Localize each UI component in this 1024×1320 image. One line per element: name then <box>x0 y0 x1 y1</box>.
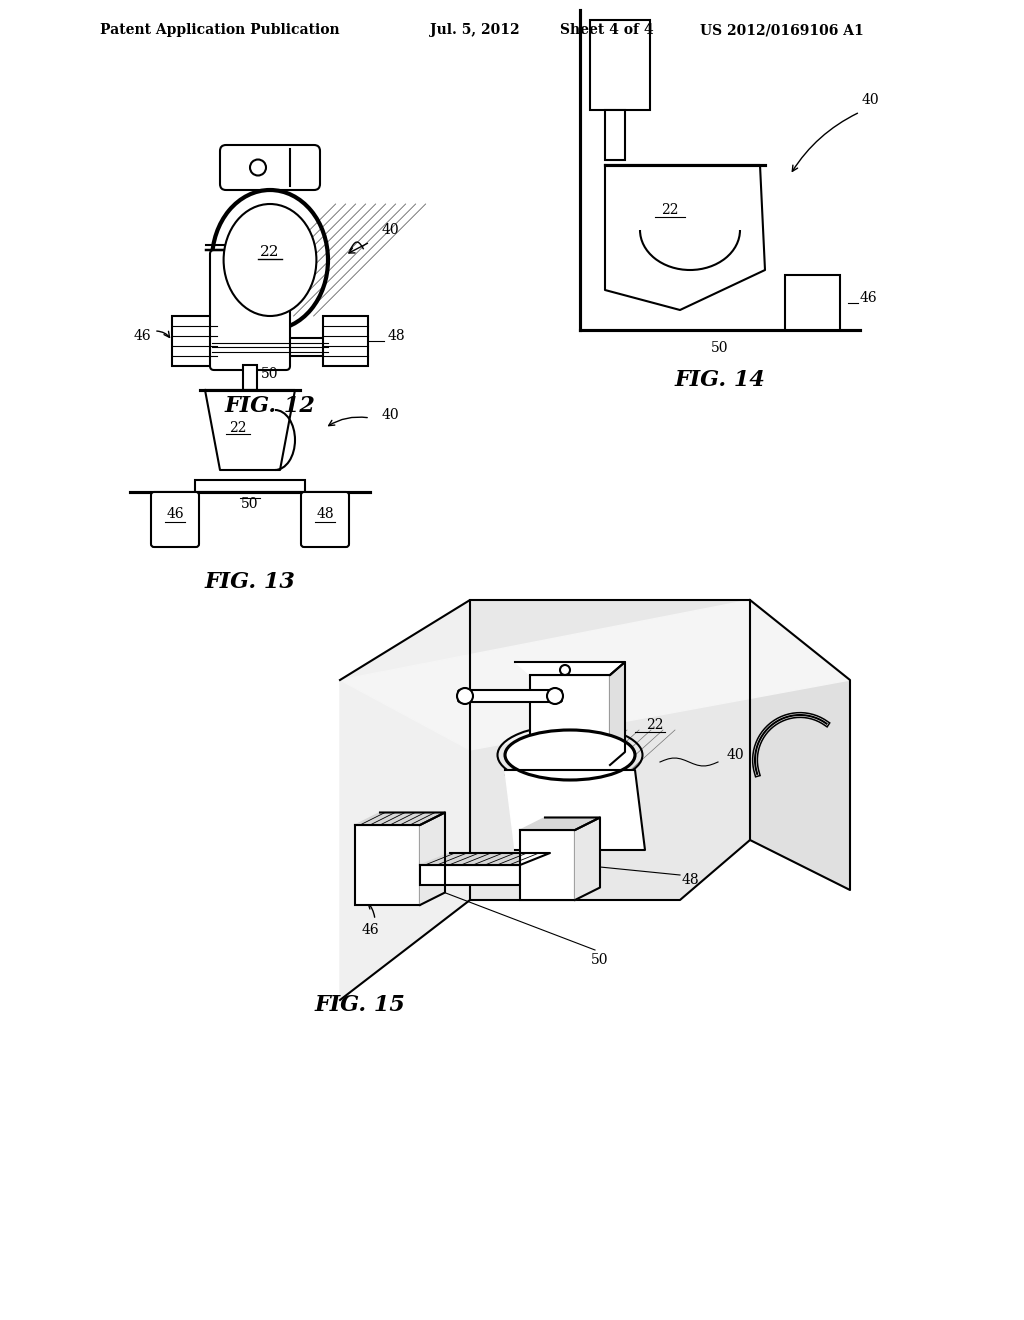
Polygon shape <box>420 813 445 906</box>
Bar <box>243 366 257 389</box>
Text: 48: 48 <box>681 873 698 887</box>
FancyBboxPatch shape <box>210 249 290 370</box>
FancyBboxPatch shape <box>151 492 199 546</box>
Polygon shape <box>505 770 645 850</box>
Text: FIG. 13: FIG. 13 <box>205 572 296 593</box>
Text: 40: 40 <box>381 223 398 238</box>
FancyBboxPatch shape <box>458 690 562 702</box>
Polygon shape <box>515 663 625 675</box>
Bar <box>590 20 650 110</box>
Text: 46: 46 <box>166 507 184 521</box>
Text: FIG. 12: FIG. 12 <box>224 395 315 417</box>
Text: 40: 40 <box>861 92 879 107</box>
Text: FIG. 14: FIG. 14 <box>675 370 765 391</box>
Polygon shape <box>355 813 445 825</box>
Text: 40: 40 <box>726 748 743 762</box>
Bar <box>172 315 217 366</box>
Text: 22: 22 <box>229 421 247 436</box>
Ellipse shape <box>212 190 328 330</box>
Text: 50: 50 <box>591 953 608 968</box>
Bar <box>323 315 368 366</box>
Polygon shape <box>575 817 600 900</box>
Text: 22: 22 <box>646 718 664 733</box>
Ellipse shape <box>505 730 635 780</box>
Polygon shape <box>340 601 850 750</box>
Polygon shape <box>520 817 600 830</box>
Text: 48: 48 <box>387 329 404 343</box>
Polygon shape <box>605 165 765 310</box>
Text: 48: 48 <box>316 507 334 521</box>
Bar <box>605 110 625 160</box>
Circle shape <box>547 688 563 704</box>
Bar <box>355 825 420 906</box>
Text: Jul. 5, 2012: Jul. 5, 2012 <box>430 22 519 37</box>
Polygon shape <box>610 663 625 766</box>
Text: 50: 50 <box>712 341 729 355</box>
Text: Patent Application Publication: Patent Application Publication <box>100 22 340 37</box>
Bar <box>785 275 840 330</box>
Text: 22: 22 <box>260 246 280 259</box>
Text: 46: 46 <box>859 290 877 305</box>
Text: 50: 50 <box>242 498 259 511</box>
Text: 50: 50 <box>261 367 279 381</box>
Text: US 2012/0169106 A1: US 2012/0169106 A1 <box>700 22 864 37</box>
Polygon shape <box>750 601 850 890</box>
Bar <box>520 830 575 900</box>
Text: 22: 22 <box>662 203 679 216</box>
Text: 40: 40 <box>381 408 398 422</box>
Bar <box>195 480 305 492</box>
Text: 46: 46 <box>361 923 379 937</box>
Circle shape <box>457 688 473 704</box>
Ellipse shape <box>223 205 316 315</box>
Text: Sheet 4 of 4: Sheet 4 of 4 <box>560 22 653 37</box>
Bar <box>530 675 610 766</box>
FancyBboxPatch shape <box>301 492 349 546</box>
Polygon shape <box>420 853 550 865</box>
Polygon shape <box>340 601 470 1001</box>
Bar <box>420 865 520 884</box>
Text: FIG. 15: FIG. 15 <box>314 994 406 1016</box>
Polygon shape <box>205 389 295 470</box>
Bar <box>212 338 328 356</box>
Polygon shape <box>470 601 750 900</box>
FancyBboxPatch shape <box>220 145 319 190</box>
Text: 46: 46 <box>133 329 151 343</box>
